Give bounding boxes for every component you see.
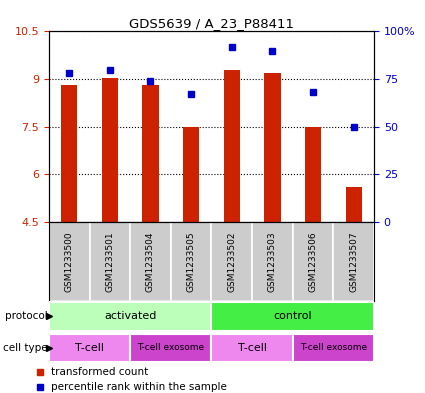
Bar bbox=[171, 222, 211, 301]
Text: T-cell exosome: T-cell exosome bbox=[137, 343, 204, 352]
Text: T-cell: T-cell bbox=[75, 343, 104, 353]
Bar bbox=[49, 302, 211, 331]
Text: activated: activated bbox=[104, 311, 156, 321]
Text: control: control bbox=[273, 311, 312, 321]
Bar bbox=[61, 85, 77, 222]
Text: GSM1233504: GSM1233504 bbox=[146, 231, 155, 292]
Bar bbox=[49, 222, 90, 301]
Bar bbox=[130, 222, 171, 301]
Text: T-cell: T-cell bbox=[238, 343, 266, 353]
Bar bbox=[333, 222, 374, 301]
Text: transformed count: transformed count bbox=[51, 367, 148, 377]
Text: GSM1233500: GSM1233500 bbox=[65, 231, 74, 292]
Bar bbox=[211, 302, 374, 331]
Text: GSM1233505: GSM1233505 bbox=[187, 231, 196, 292]
Bar bbox=[264, 73, 281, 222]
Bar bbox=[142, 85, 159, 222]
Bar bbox=[90, 222, 130, 301]
Bar bbox=[305, 127, 321, 222]
Bar bbox=[346, 187, 362, 222]
Text: protocol: protocol bbox=[5, 311, 48, 321]
Bar bbox=[211, 222, 252, 301]
Bar bbox=[49, 334, 130, 362]
Text: T-cell exosome: T-cell exosome bbox=[300, 343, 367, 352]
Bar bbox=[130, 334, 211, 362]
Title: GDS5639 / A_23_P88411: GDS5639 / A_23_P88411 bbox=[129, 17, 294, 30]
Bar bbox=[183, 127, 199, 222]
Text: percentile rank within the sample: percentile rank within the sample bbox=[51, 382, 227, 391]
Text: GSM1233502: GSM1233502 bbox=[227, 231, 236, 292]
Text: GSM1233501: GSM1233501 bbox=[105, 231, 114, 292]
Bar bbox=[293, 222, 333, 301]
Bar bbox=[102, 77, 118, 222]
Bar bbox=[224, 70, 240, 222]
Bar bbox=[252, 222, 293, 301]
Text: cell type: cell type bbox=[3, 343, 48, 353]
Bar bbox=[293, 334, 374, 362]
Text: GSM1233503: GSM1233503 bbox=[268, 231, 277, 292]
Bar bbox=[211, 334, 293, 362]
Text: GSM1233506: GSM1233506 bbox=[309, 231, 317, 292]
Text: GSM1233507: GSM1233507 bbox=[349, 231, 358, 292]
